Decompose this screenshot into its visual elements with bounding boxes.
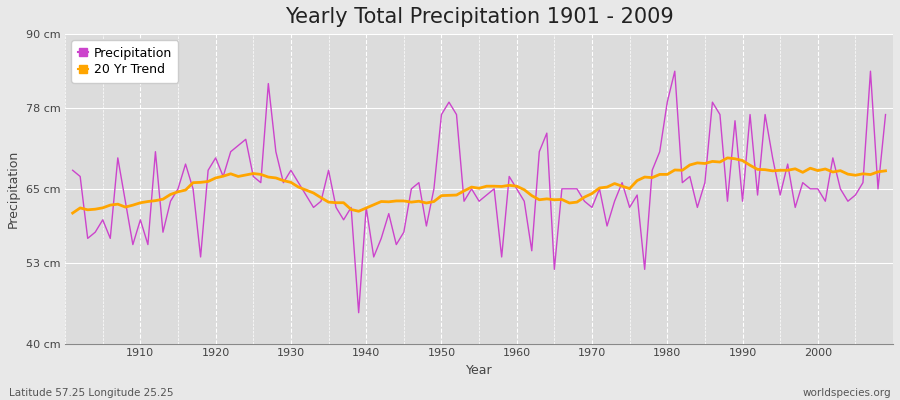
Text: Latitude 57.25 Longitude 25.25: Latitude 57.25 Longitude 25.25: [9, 388, 174, 398]
Precipitation: [670, 69, 680, 74]
20 Yr Trend: [128, 203, 139, 208]
Precipitation: [880, 112, 891, 117]
Precipitation: [128, 242, 139, 247]
Precipitation: [354, 310, 364, 315]
20 Yr Trend: [722, 156, 733, 160]
Text: worldspecies.org: worldspecies.org: [803, 388, 891, 398]
20 Yr Trend: [504, 183, 515, 188]
20 Yr Trend: [68, 211, 78, 216]
Line: Precipitation: Precipitation: [73, 71, 886, 313]
Title: Yearly Total Precipitation 1901 - 2009: Yearly Total Precipitation 1901 - 2009: [284, 7, 673, 27]
Precipitation: [511, 186, 522, 191]
Precipitation: [609, 199, 620, 204]
20 Yr Trend: [601, 185, 612, 190]
Line: 20 Yr Trend: 20 Yr Trend: [73, 158, 886, 213]
X-axis label: Year: Year: [466, 364, 492, 377]
20 Yr Trend: [338, 200, 349, 205]
Precipitation: [293, 180, 304, 185]
Y-axis label: Precipitation: Precipitation: [7, 150, 20, 228]
Precipitation: [518, 199, 529, 204]
Precipitation: [338, 218, 349, 222]
20 Yr Trend: [880, 168, 891, 173]
Legend: Precipitation, 20 Yr Trend: Precipitation, 20 Yr Trend: [71, 40, 178, 82]
20 Yr Trend: [511, 184, 522, 188]
Precipitation: [68, 168, 78, 173]
20 Yr Trend: [293, 185, 304, 190]
